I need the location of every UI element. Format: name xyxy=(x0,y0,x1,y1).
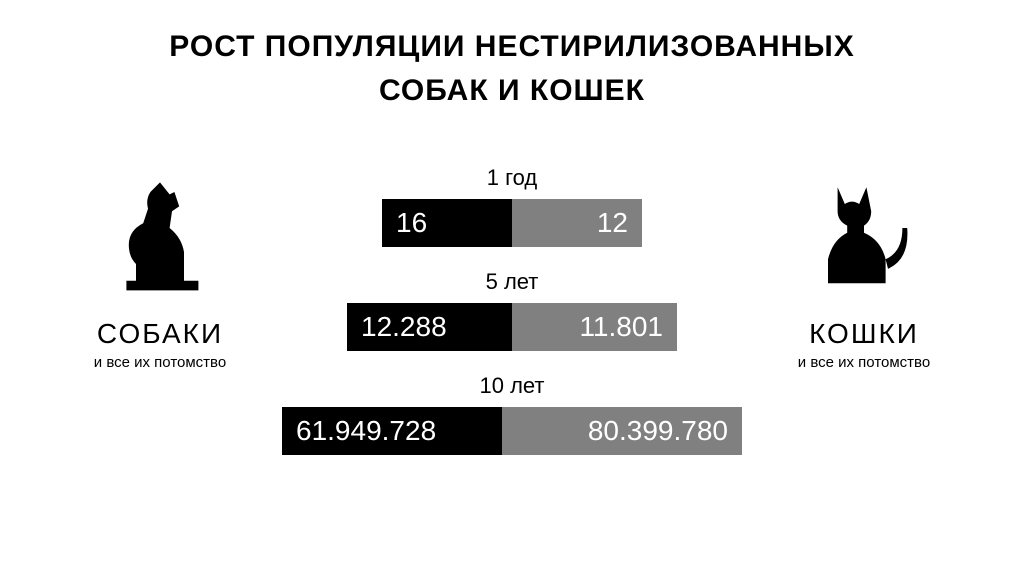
bar-row-1: 16 12 xyxy=(382,199,642,247)
population-chart: 1 год 16 12 5 лет 12.288 11.801 10 лет 6… xyxy=(0,165,1024,477)
bar-row-3: 61.949.728 80.399.780 xyxy=(282,407,742,455)
cat-value-3: 80.399.780 xyxy=(502,407,742,455)
period-label: 5 лет xyxy=(0,269,1024,295)
title-line-2: СОБАК И КОШЕК xyxy=(0,74,1024,108)
chart-row: 1 год 16 12 xyxy=(0,165,1024,247)
infographic-page: РОСТ ПОПУЛЯЦИИ НЕСТИРИЛИЗОВАННЫХ СОБАК И… xyxy=(0,0,1024,576)
cat-value-1: 12 xyxy=(512,199,642,247)
dog-value-2: 12.288 xyxy=(347,303,512,351)
dog-value-1: 16 xyxy=(382,199,512,247)
dog-value-3: 61.949.728 xyxy=(282,407,502,455)
chart-row: 10 лет 61.949.728 80.399.780 xyxy=(0,373,1024,455)
bar-row-2: 12.288 11.801 xyxy=(347,303,677,351)
cat-value-2: 11.801 xyxy=(512,303,677,351)
page-title: РОСТ ПОПУЛЯЦИИ НЕСТИРИЛИЗОВАННЫХ СОБАК И… xyxy=(0,30,1024,108)
period-label: 10 лет xyxy=(0,373,1024,399)
title-line-1: РОСТ ПОПУЛЯЦИИ НЕСТИРИЛИЗОВАННЫХ xyxy=(0,30,1024,64)
period-label: 1 год xyxy=(0,165,1024,191)
chart-row: 5 лет 12.288 11.801 xyxy=(0,269,1024,351)
